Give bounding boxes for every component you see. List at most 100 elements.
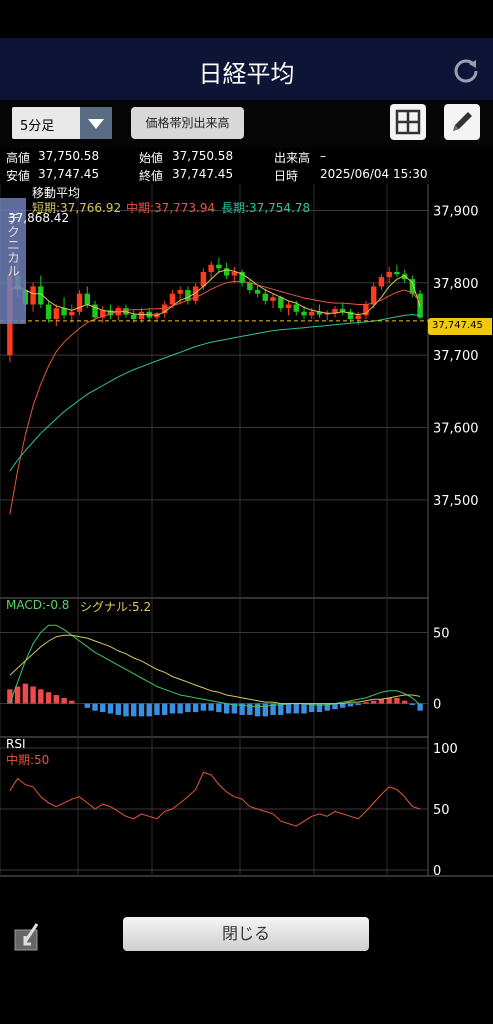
candle-body [223,268,230,276]
candle-body [131,314,137,319]
candle-body [247,282,253,291]
macd-histogram-bar [223,703,230,714]
candle-body [69,311,75,316]
macd-histogram-bar [340,703,346,708]
candle-body [254,290,261,294]
macd-histogram-bar [131,703,137,717]
macd-histogram-bar [84,703,90,708]
candle-body [363,304,369,316]
macd-histogram-bar [69,700,75,704]
technical-tab[interactable]: テクニカル [0,198,26,324]
candle-body [192,286,199,301]
price-tick-label: 37,900 [433,204,479,219]
refresh-icon[interactable] [452,56,480,84]
macd-histogram-bar [38,689,44,704]
rsi-tick-label: 100 [433,742,458,757]
candle-body [324,313,330,315]
candle-body [231,271,238,276]
candle-body [401,274,408,280]
macd-histogram-bar [239,703,245,715]
macd-histogram-bar [247,703,253,715]
macd-histogram-bar [14,686,21,704]
macd-histogram-bar [100,703,106,713]
candle-body [76,293,83,312]
candle-body [340,308,346,312]
macd-histogram-bar [355,703,361,705]
macd-histogram-bar [177,703,183,714]
macd-histogram-bar [417,703,423,711]
candle-body [169,293,176,305]
layout-grid-button[interactable] [390,104,426,140]
macd-histogram-bar [7,689,13,704]
long-ma-line [9,314,421,472]
candle-body [61,308,67,316]
macd-histogram-bar [386,697,392,704]
macd-histogram-bar [192,703,199,713]
candle-body [386,271,392,278]
candle-body [38,286,44,305]
candle-body [270,297,276,301]
macd-histogram-bar [363,702,369,704]
mid-ma-line [9,280,421,515]
macd-histogram-bar [107,703,114,714]
candle-body [301,311,307,316]
macd-label: MACD:-0.8 [6,598,70,612]
macd-signal-line [9,634,421,705]
status-bar [0,0,493,38]
macd-histogram-bar [262,703,269,717]
high-label: 高値 [6,151,31,165]
period-select[interactable]: 5分足 [12,107,112,139]
macd-histogram-bar [61,697,67,704]
period-select-label: 5分足 [20,119,55,134]
price-volume-button[interactable]: 価格帯別出来高 [131,107,244,139]
candle-body [100,310,106,318]
candle-body [262,293,269,301]
close-label: 終値 [139,169,164,183]
macd-histogram-bar [285,703,292,714]
datetime-label: 日時 [274,169,299,183]
macd-histogram-bar [92,703,98,711]
chevron-down-icon [80,107,112,139]
chart-background [0,184,428,876]
candle-body [53,308,60,319]
candle-body [177,290,183,294]
macd-histogram-bar [216,703,222,713]
macd-histogram-bar [200,703,207,711]
rsi-line [9,771,421,827]
chart-area[interactable]: 37,50037,60037,70037,80037,9009:0010:001… [0,184,493,880]
low-value: 37,747.45 [38,167,100,181]
open-value: 37,750.58 [172,149,234,163]
page-title: 日経平均 [198,60,295,88]
volume-label: 出来高 [274,151,311,165]
macd-histogram-bar [169,703,176,714]
candle-body [293,304,299,312]
back-icon[interactable] [11,918,47,954]
short-ma-line [9,269,421,316]
datetime-value: 2025/06/04 15:30 [320,167,428,181]
macd-histogram-bar [301,703,307,714]
mid-ma-label: 中期:37,773.94 [126,201,216,215]
macd-histogram-bar [270,703,276,715]
pencil-icon [453,112,472,131]
current-price-tag-value: 37,747.45 [432,320,483,331]
macd-signal-label: シグナル:5.2 [80,600,152,614]
open-label: 始値 [139,151,164,165]
macd-histogram-bar [347,703,354,707]
macd-histogram-bar [370,700,377,704]
macd-tick-label: 50 [433,626,450,641]
macd-histogram-bar [254,703,261,717]
technical-tab-label: テクニカル [4,212,19,277]
candle-body [208,264,214,272]
candle-body [370,286,377,305]
macd-histogram-bar [208,703,214,711]
macd-histogram-bar [332,703,338,710]
short-ma-label: 短期:37,766.92 [32,201,122,215]
macd-histogram-bar [161,703,168,715]
candle-body [378,277,385,287]
candle-body [185,290,191,301]
close-button[interactable]: 閉じる [123,917,369,951]
draw-button[interactable] [444,104,480,140]
candle-body [409,279,416,294]
macd-histogram-bar [324,703,330,711]
candle-body [239,271,245,283]
